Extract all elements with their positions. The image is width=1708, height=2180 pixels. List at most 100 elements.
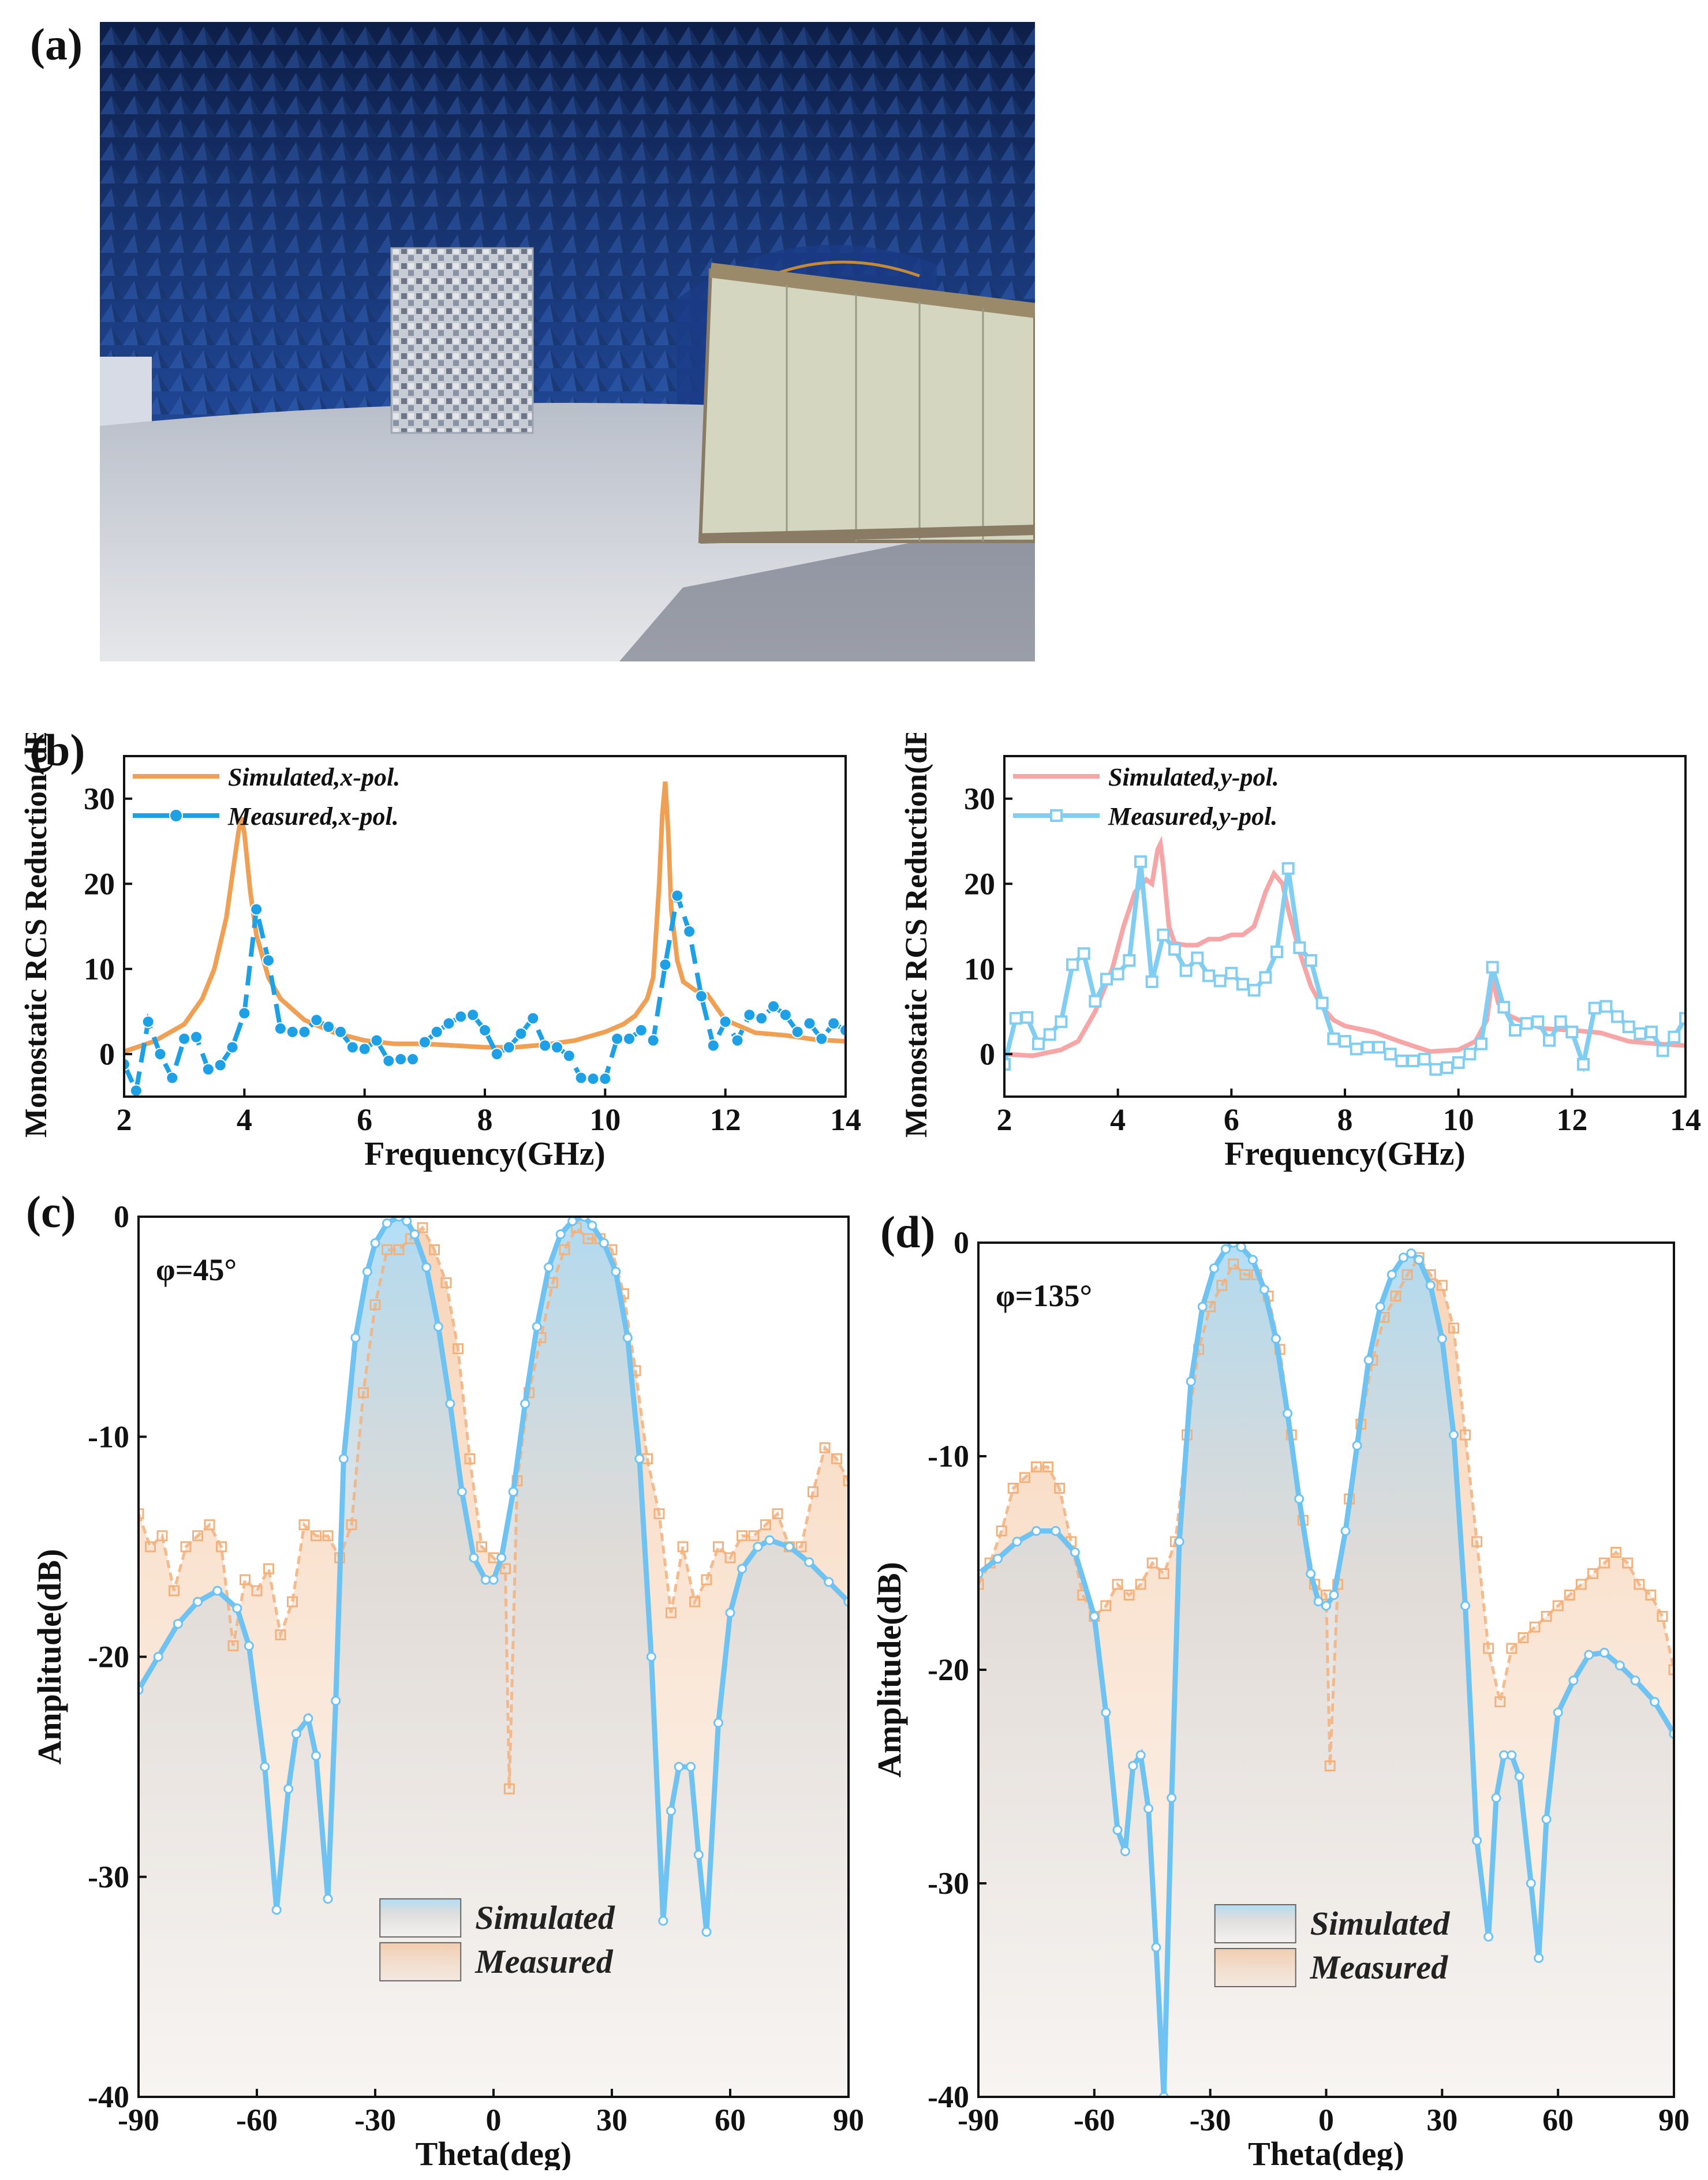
- y-tick-label: 0: [114, 1199, 129, 1234]
- simulated-marker: [555, 1229, 566, 1239]
- measured-marker: [139, 1508, 144, 1520]
- measured-marker: [539, 1039, 552, 1052]
- measured-marker: [843, 1475, 849, 1486]
- measured-marker: [1305, 954, 1317, 967]
- legend-marker: [1050, 809, 1063, 822]
- x-axis-label: Frequency(GHz): [364, 1135, 606, 1172]
- measured-marker: [1009, 1012, 1022, 1025]
- simulated-marker: [283, 1783, 294, 1794]
- y-tick-label: 30: [84, 781, 115, 816]
- simulated-marker: [1247, 1255, 1258, 1265]
- simulated-marker: [331, 1696, 341, 1706]
- measured-marker: [476, 1541, 487, 1553]
- measured-marker: [1158, 1568, 1169, 1579]
- y-tick-label: 10: [84, 952, 115, 986]
- measured-marker: [1004, 1057, 1011, 1071]
- measured-marker: [1228, 1258, 1239, 1270]
- measured-marker: [1213, 974, 1227, 988]
- simulated-marker: [1375, 1302, 1385, 1312]
- measured-marker: [1123, 954, 1136, 967]
- measured-marker: [1043, 1028, 1056, 1041]
- measured-marker: [815, 1032, 828, 1045]
- measured-marker: [1622, 1020, 1635, 1034]
- x-tick-label: 6: [1224, 1102, 1239, 1137]
- simulated-marker: [370, 1238, 380, 1248]
- simulated-marker: [1541, 1814, 1552, 1824]
- x-tick-label: -30: [354, 2103, 396, 2137]
- simulated-marker: [1526, 1878, 1536, 1889]
- measured-marker: [1270, 945, 1283, 959]
- simulated-marker: [1614, 1661, 1625, 1671]
- measured-marker: [1395, 1055, 1408, 1068]
- simulated-marker: [1128, 1761, 1138, 1771]
- y-tick-label: -10: [928, 1439, 969, 1474]
- simulated-marker: [725, 1607, 735, 1618]
- measured-marker: [201, 1063, 215, 1076]
- y-tick-label: 0: [980, 1037, 995, 1071]
- y-tick-label: 20: [84, 866, 115, 901]
- simulated-marker: [737, 1564, 747, 1574]
- measured-marker: [382, 1055, 395, 1068]
- measured-marker: [286, 1025, 299, 1038]
- x-tick-label: 60: [715, 2103, 746, 2137]
- measured-marker: [1324, 1760, 1336, 1771]
- simulated-marker: [622, 1333, 633, 1343]
- measured-marker: [666, 1607, 677, 1618]
- y-tick-label: -40: [88, 2080, 129, 2114]
- simulated-marker: [1507, 1750, 1517, 1760]
- simulated-marker: [1186, 1377, 1196, 1386]
- simulated-marker: [1270, 1334, 1281, 1344]
- simulated-marker: [338, 1453, 349, 1464]
- measured-marker: [1066, 958, 1079, 971]
- x-tick-label: -30: [1190, 2103, 1231, 2137]
- x-tick-label: 90: [833, 2103, 864, 2137]
- measured-marker: [1236, 978, 1249, 991]
- y-tick-label: -20: [88, 1640, 129, 1674]
- simulated-marker: [701, 1927, 712, 1937]
- measured-marker: [779, 1008, 792, 1022]
- measured-marker: [748, 1530, 760, 1542]
- simulated-marker: [764, 1535, 775, 1545]
- measured-marker: [490, 1048, 503, 1061]
- measured-marker: [322, 1020, 335, 1034]
- measured-marker: [250, 903, 263, 916]
- measured-marker: [671, 889, 684, 902]
- measured-marker: [1089, 994, 1102, 1008]
- x-tick-label: 60: [1542, 2103, 1574, 2137]
- measured-marker: [1135, 1579, 1146, 1590]
- simulated-area: [139, 1217, 849, 2097]
- x-tick-label: 14: [830, 1102, 861, 1137]
- legend-label: Simulated,x-pol.: [228, 763, 400, 791]
- measured-marker: [1111, 967, 1124, 981]
- measured-marker: [586, 1072, 600, 1086]
- legend-swatch-measured: [1214, 1948, 1296, 1987]
- measured-marker: [214, 1059, 227, 1072]
- simulated-marker: [193, 1596, 203, 1607]
- measured-marker: [559, 1244, 570, 1255]
- measured-marker: [1042, 1461, 1053, 1472]
- measured-marker: [827, 1017, 840, 1030]
- simulated-marker: [1313, 1596, 1324, 1607]
- simulated-marker: [713, 1718, 723, 1728]
- phi-annotation: φ=135°: [996, 1278, 1092, 1313]
- y-tick-label: 0: [99, 1037, 115, 1071]
- x-tick-label: 12: [1556, 1102, 1587, 1137]
- measured-marker: [611, 1032, 624, 1045]
- simulated-marker: [1425, 1280, 1436, 1291]
- y-tick-label: 20: [964, 866, 995, 901]
- x-axis-label: Theta(deg): [1248, 2135, 1404, 2170]
- measured-marker: [263, 1563, 274, 1575]
- measured-marker: [724, 1552, 736, 1564]
- x-tick-label: 10: [589, 1102, 621, 1137]
- measured-marker: [1494, 1696, 1506, 1707]
- simulated-marker: [1012, 1536, 1022, 1547]
- measured-marker: [514, 1027, 528, 1040]
- measured-marker: [240, 1574, 251, 1586]
- measured-marker: [646, 1034, 660, 1047]
- measured-marker: [1239, 1269, 1251, 1280]
- simulated-marker: [1630, 1676, 1640, 1685]
- measured-marker: [417, 1222, 428, 1233]
- measured-marker: [204, 1519, 215, 1531]
- x-tick-label: 30: [1426, 2103, 1457, 2137]
- simulated-marker: [520, 1399, 530, 1409]
